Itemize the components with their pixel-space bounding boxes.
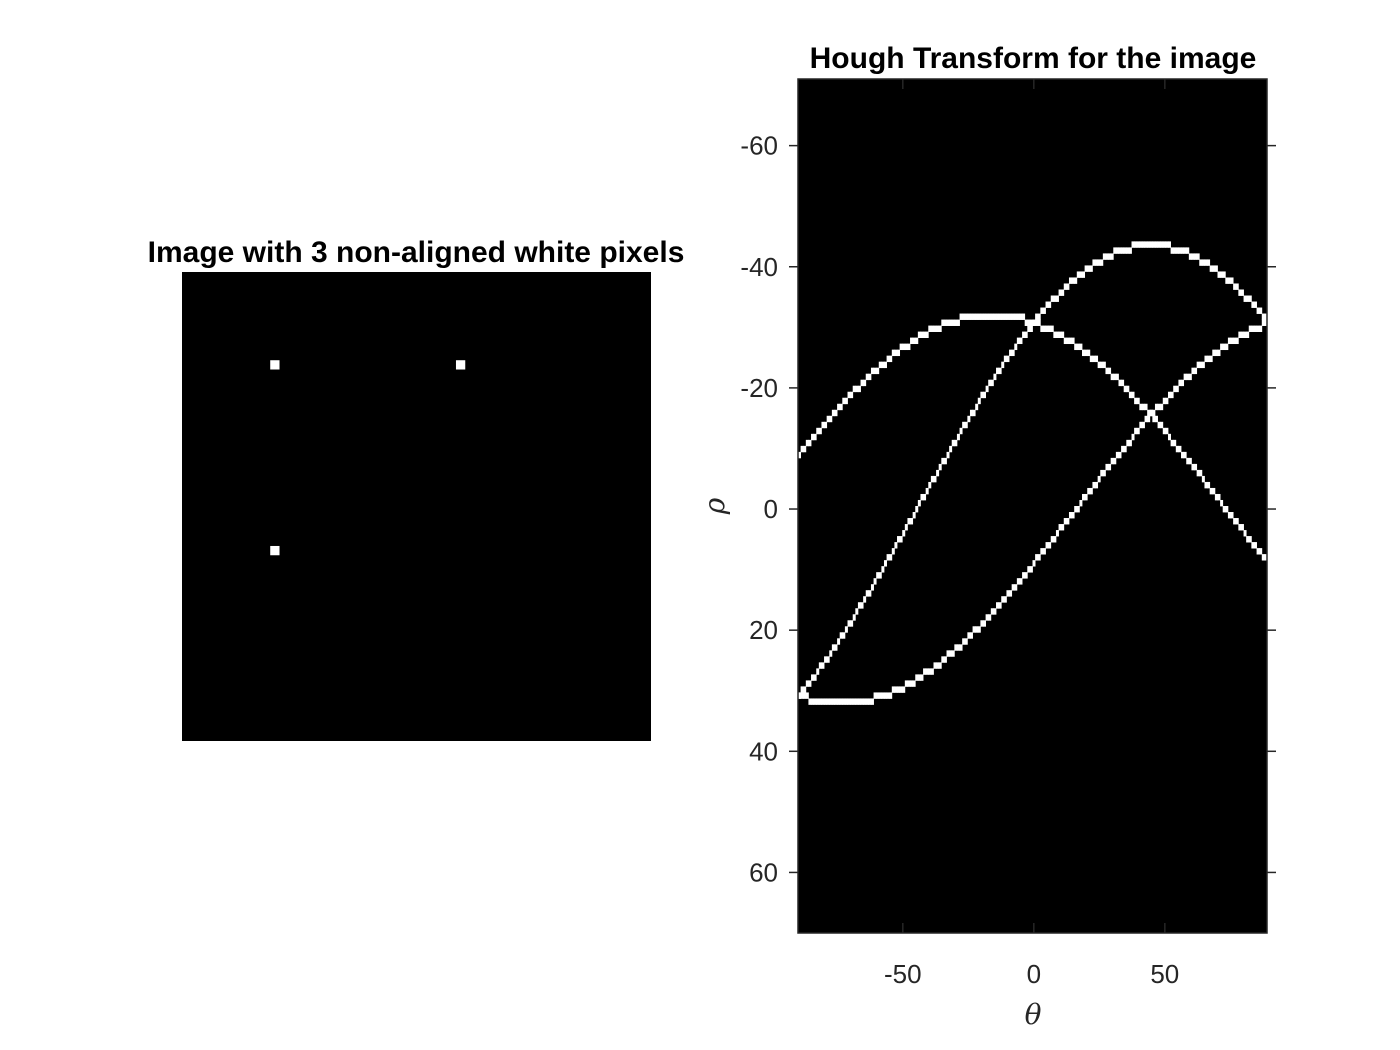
axes-box	[797, 78, 1268, 934]
y-tick-label: 0	[764, 494, 778, 524]
x-tick-label: -50	[884, 959, 922, 989]
y-axis-label: ρ	[698, 497, 731, 515]
y-tick-label: 20	[749, 615, 778, 645]
y-tick-label: 60	[749, 857, 778, 887]
hough-image	[798, 79, 1267, 933]
axis-ticks: -50 0 50 -60 -40 -20 0 20 40 60	[740, 79, 1276, 989]
source-image	[182, 272, 651, 741]
white-pixels	[270, 360, 466, 556]
white-pixel-2	[455, 360, 466, 370]
hough-title: Hough Transform for the image	[810, 42, 1257, 75]
x-axis-label: θ	[1025, 998, 1042, 1031]
white-pixel-1	[270, 360, 280, 370]
hough-curve-1	[798, 241, 1268, 699]
hough-curve-2	[798, 319, 1268, 705]
y-tick-label: -40	[740, 252, 778, 282]
hough-curve-3	[798, 313, 1268, 561]
y-tick-label: 40	[749, 736, 778, 766]
white-pixel-3	[270, 545, 280, 556]
x-tick-label: 0	[1027, 959, 1041, 989]
source-image-title: Image with 3 non-aligned white pixels	[148, 236, 685, 269]
hough-transform-panel: Hough Transform for the image -50 0 50-60-…	[698, 42, 1276, 1031]
y-tick-label: -20	[740, 373, 778, 403]
hough-curves	[798, 241, 1268, 705]
x-tick-label: 50	[1150, 959, 1179, 989]
y-tick-label: -60	[740, 131, 778, 161]
source-image-panel: Image with 3 non-aligned white pixels	[148, 236, 685, 741]
